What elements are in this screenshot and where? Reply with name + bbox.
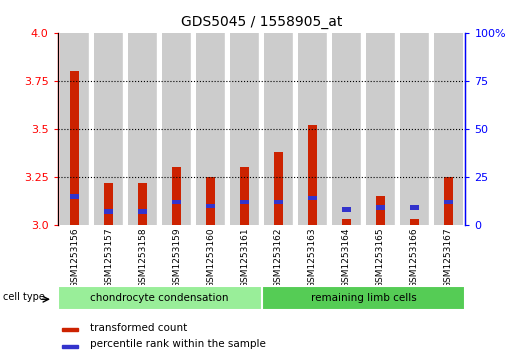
- Bar: [410, 205, 419, 210]
- Bar: [58, 286, 262, 310]
- Bar: [376, 205, 385, 210]
- Bar: [262, 286, 465, 310]
- Bar: [240, 200, 249, 204]
- Bar: [206, 177, 215, 225]
- Bar: [342, 219, 351, 225]
- Bar: [342, 207, 351, 212]
- Bar: [298, 33, 327, 225]
- Bar: [62, 345, 78, 348]
- Bar: [274, 200, 283, 204]
- Bar: [94, 33, 123, 225]
- Text: percentile rank within the sample: percentile rank within the sample: [90, 339, 266, 350]
- Bar: [274, 152, 283, 225]
- Bar: [230, 33, 259, 225]
- Text: remaining limb cells: remaining limb cells: [311, 293, 416, 303]
- Bar: [264, 33, 293, 225]
- Bar: [60, 33, 89, 225]
- Bar: [162, 33, 191, 225]
- Bar: [308, 196, 317, 200]
- Bar: [400, 33, 429, 225]
- Bar: [172, 200, 181, 204]
- Bar: [196, 33, 225, 225]
- Bar: [376, 196, 385, 225]
- Text: transformed count: transformed count: [90, 323, 187, 333]
- Bar: [410, 219, 419, 225]
- Bar: [240, 167, 249, 225]
- Bar: [138, 209, 147, 214]
- Bar: [366, 33, 395, 225]
- Text: cell type: cell type: [3, 292, 45, 302]
- Bar: [332, 33, 361, 225]
- Bar: [104, 183, 113, 225]
- Title: GDS5045 / 1558905_at: GDS5045 / 1558905_at: [181, 15, 342, 29]
- Bar: [128, 33, 157, 225]
- Bar: [104, 209, 113, 214]
- Bar: [62, 329, 78, 331]
- Bar: [434, 33, 463, 225]
- Bar: [70, 194, 79, 199]
- Bar: [444, 200, 453, 204]
- Bar: [138, 183, 147, 225]
- Bar: [308, 125, 317, 225]
- Bar: [172, 167, 181, 225]
- Bar: [70, 71, 79, 225]
- Text: chondrocyte condensation: chondrocyte condensation: [90, 293, 229, 303]
- Bar: [206, 204, 215, 208]
- Bar: [444, 177, 453, 225]
